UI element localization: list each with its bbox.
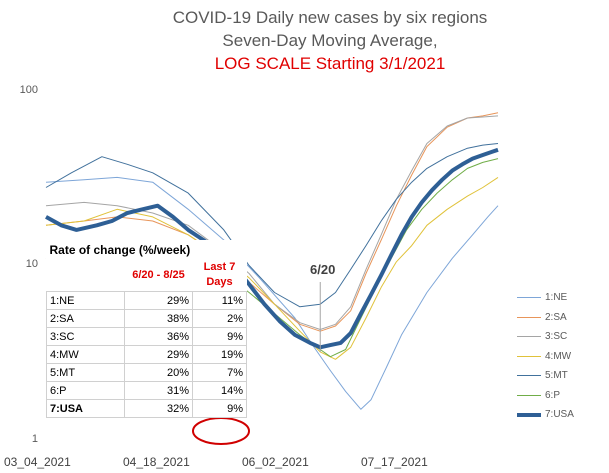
chart-title-line-2: Seven-Day Moving Average, (222, 31, 438, 50)
table-cell-v1: 36% (124, 327, 193, 346)
table-cell-v1: 38% (124, 309, 193, 328)
table-cell-v1: 29% (124, 291, 193, 310)
table-cell-v2: 7% (192, 363, 247, 382)
legend-item: 7:USA (517, 405, 574, 425)
legend-label: 2:SA (545, 311, 567, 323)
highlight-circle-usa-value (192, 417, 250, 445)
series-line-3-sc (45, 115, 499, 330)
table-row: 7:USA 32% 9% (46, 399, 247, 418)
legend-label: 7:USA (545, 409, 574, 421)
legend-item: 1:NE (517, 288, 574, 308)
legend-label: 3:SC (545, 331, 568, 343)
table-title: Rate of change (%/week) (49, 242, 191, 257)
table-row: 2:SA 38% 2% (46, 309, 247, 328)
table-row: 6:P 31% 14% (46, 381, 247, 400)
legend: 1:NE 2:SA 3:SC 4:MW 5:MT 6:P 7:USA (517, 288, 574, 425)
legend-swatch (517, 336, 541, 338)
legend-swatch (517, 316, 541, 318)
table-cell-v1: 32% (124, 399, 193, 418)
table-cell-v2: 11% (192, 291, 247, 310)
table-cell-v1: 29% (124, 345, 193, 364)
series-line-2-sa (45, 112, 499, 332)
annotation-label: 6/20 (310, 262, 336, 277)
table-cell-label: 1:NE (46, 291, 125, 310)
chart-title-line-1: COVID-19 Daily new cases by six regions (172, 8, 488, 27)
table-cell-v1: 20% (124, 363, 193, 382)
legend-swatch (517, 355, 541, 357)
legend-item: 5:MT (517, 366, 574, 386)
table-cell-v2: 14% (192, 381, 247, 400)
table-cell-v1: 31% (124, 381, 193, 400)
table-cell-label: 3:SC (46, 327, 125, 346)
series-line-1-ne (45, 176, 499, 410)
legend-label: 4:MW (545, 350, 572, 362)
x-tick-label: 06_02_2021 (242, 455, 309, 469)
table-cell-v2: 19% (192, 345, 247, 364)
table-cell-label: 7:USA (46, 399, 125, 418)
table-cell-label: 6:P (46, 381, 125, 400)
table-cell-v2: 9% (192, 327, 247, 346)
rate-of-change-table: Rate of change (%/week) 6/20 - 8/25 Last… (46, 240, 247, 418)
col-header-6-20-8-25: 6/20 - 8/25 (132, 268, 185, 281)
legend-swatch (517, 394, 541, 396)
x-tick-label: 07_17_2021 (361, 455, 428, 469)
legend-label: 6:P (545, 389, 561, 401)
y-tick-label: 10 (25, 258, 38, 270)
table-row: 1:NE 29% 11% (46, 291, 247, 310)
table-row: 5:MT 20% 7% (46, 363, 247, 382)
x-tick-label: 04_18_2021 (123, 455, 190, 469)
table-cell-label: 5:MT (46, 363, 125, 382)
x-tick-label: 03_04_2021 (4, 455, 71, 469)
table-cell-v2: 9% (192, 399, 247, 418)
table-cell-label: 2:SA (46, 309, 125, 328)
legend-swatch (517, 297, 541, 299)
legend-swatch (517, 412, 541, 417)
legend-label: 1:NE (545, 292, 568, 304)
y-tick-label: 1 (31, 433, 38, 445)
legend-item: 2:SA (517, 308, 574, 328)
series-line-5-mt (45, 143, 499, 308)
series-line-4-mw (45, 176, 499, 360)
legend-swatch (517, 375, 541, 377)
y-tick-label: 100 (19, 84, 38, 96)
legend-item: 3:SC (517, 327, 574, 347)
table-cell-label: 4:MW (46, 345, 125, 364)
table-row: 4:MW 29% 19% (46, 345, 247, 364)
legend-label: 5:MT (545, 370, 568, 382)
table-row: 3:SC 36% 9% (46, 327, 247, 346)
table-cell-v2: 2% (192, 309, 247, 328)
col-header-last-7-days: Last 7 Days (203, 261, 236, 288)
legend-item: 6:P (517, 386, 574, 406)
legend-item: 4:MW (517, 347, 574, 367)
chart-title-line-3: LOG SCALE Starting 3/1/2021 (214, 54, 446, 73)
